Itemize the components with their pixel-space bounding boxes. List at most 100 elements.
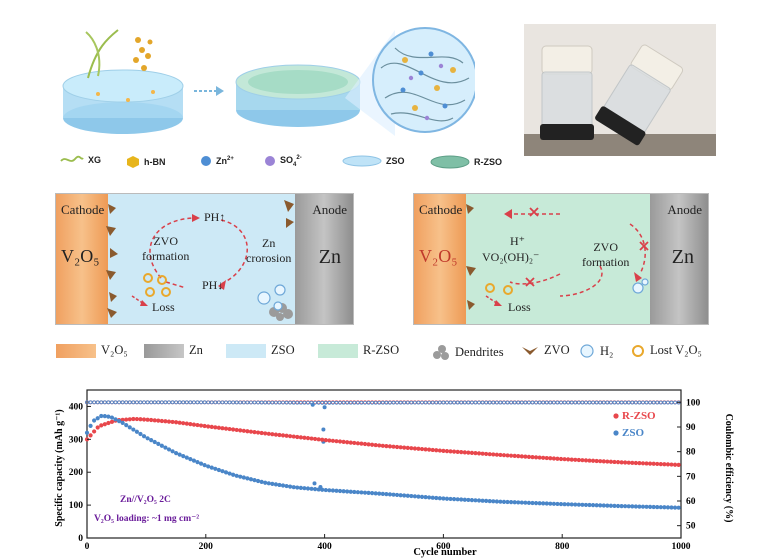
data-point — [558, 456, 564, 462]
data-point — [131, 416, 136, 422]
data-point — [127, 400, 132, 405]
data-point — [234, 473, 239, 478]
data-point — [608, 503, 614, 508]
data-point — [387, 444, 393, 449]
data-point — [562, 400, 567, 405]
data-point — [184, 421, 189, 426]
data-point — [605, 400, 610, 405]
data-point — [273, 432, 278, 437]
data-point — [330, 438, 336, 443]
data-point — [159, 418, 164, 424]
data-point — [462, 497, 467, 502]
cathode-block — [414, 194, 466, 324]
data-point — [562, 502, 567, 507]
data-point — [476, 498, 482, 503]
outlier-point — [310, 402, 315, 407]
data-point — [616, 400, 620, 405]
data-point — [305, 436, 311, 441]
process-arrow-icon — [194, 86, 224, 96]
data-point — [213, 466, 218, 471]
data-point — [416, 494, 421, 499]
ph-down-label: PH↓ — [202, 278, 224, 292]
data-point — [466, 497, 471, 503]
legend-rzso-label: R-ZSO — [363, 343, 400, 357]
loss-label: Loss — [508, 300, 531, 314]
data-point — [181, 400, 186, 405]
data-point — [231, 427, 236, 432]
series-r-zso — [84, 416, 681, 467]
y2-tick-label: 90 — [686, 423, 696, 433]
data-point — [484, 498, 489, 504]
data-point — [619, 460, 624, 465]
data-point — [138, 417, 143, 422]
data-point — [280, 483, 286, 488]
rzso-disc-icon — [430, 155, 470, 169]
data-point — [273, 400, 278, 405]
data-point — [601, 459, 606, 464]
data-point — [341, 489, 346, 494]
data-point — [213, 400, 218, 405]
data-point — [494, 499, 499, 504]
x-axis-label: Cycle number — [413, 547, 477, 558]
data-point — [444, 496, 450, 501]
data-point — [92, 429, 97, 434]
data-point — [566, 457, 571, 462]
data-point — [580, 502, 585, 507]
data-point — [470, 400, 474, 405]
data-point — [459, 400, 464, 405]
data-point — [473, 451, 478, 456]
data-point — [284, 400, 289, 405]
data-point — [523, 454, 528, 459]
data-point — [655, 504, 660, 510]
zvo-formation-label: ZVO formation — [582, 240, 630, 269]
data-point — [612, 503, 617, 508]
data-point — [170, 400, 175, 405]
data-point — [537, 400, 542, 405]
data-point — [359, 490, 364, 495]
data-point — [195, 460, 200, 465]
data-point — [370, 400, 375, 405]
data-point — [441, 496, 446, 501]
data-point — [676, 505, 681, 510]
data-point — [341, 400, 346, 405]
data-point — [312, 436, 318, 442]
legend-dendrites: Dendrites — [432, 343, 504, 361]
data-point — [184, 455, 189, 460]
data-point — [248, 477, 254, 482]
data-point — [223, 470, 229, 475]
data-point — [216, 425, 221, 430]
legend-dendrites-label: Dendrites — [455, 344, 504, 359]
data-point — [672, 462, 678, 467]
data-point — [405, 445, 410, 450]
data-point — [370, 442, 375, 447]
y2-tick-label: 100 — [686, 398, 701, 408]
data-point — [99, 400, 104, 405]
data-point — [227, 400, 232, 405]
data-point — [345, 440, 350, 445]
data-point — [124, 417, 129, 422]
data-point — [312, 487, 318, 492]
data-point — [330, 488, 336, 493]
loss-arrow-icon — [485, 295, 502, 306]
legend-hbn: h-BN — [126, 155, 166, 169]
data-point — [170, 449, 175, 454]
data-point — [256, 400, 260, 405]
data-point — [306, 400, 310, 405]
data-point — [209, 400, 214, 405]
data-point — [648, 461, 653, 466]
data-point — [658, 505, 663, 510]
data-point — [598, 459, 603, 464]
data-point — [394, 444, 400, 450]
legend-h2-label: H₂ — [600, 343, 614, 358]
data-point — [88, 423, 93, 428]
data-point — [323, 487, 328, 493]
data-point — [487, 400, 492, 405]
data-point — [605, 459, 610, 464]
loss-label: Loss — [152, 300, 175, 314]
legend-h2: H₂ — [579, 343, 613, 359]
data-point — [220, 469, 225, 474]
data-point — [199, 400, 203, 405]
data-point — [395, 400, 399, 405]
data-point — [512, 400, 517, 405]
data-point — [469, 450, 475, 455]
